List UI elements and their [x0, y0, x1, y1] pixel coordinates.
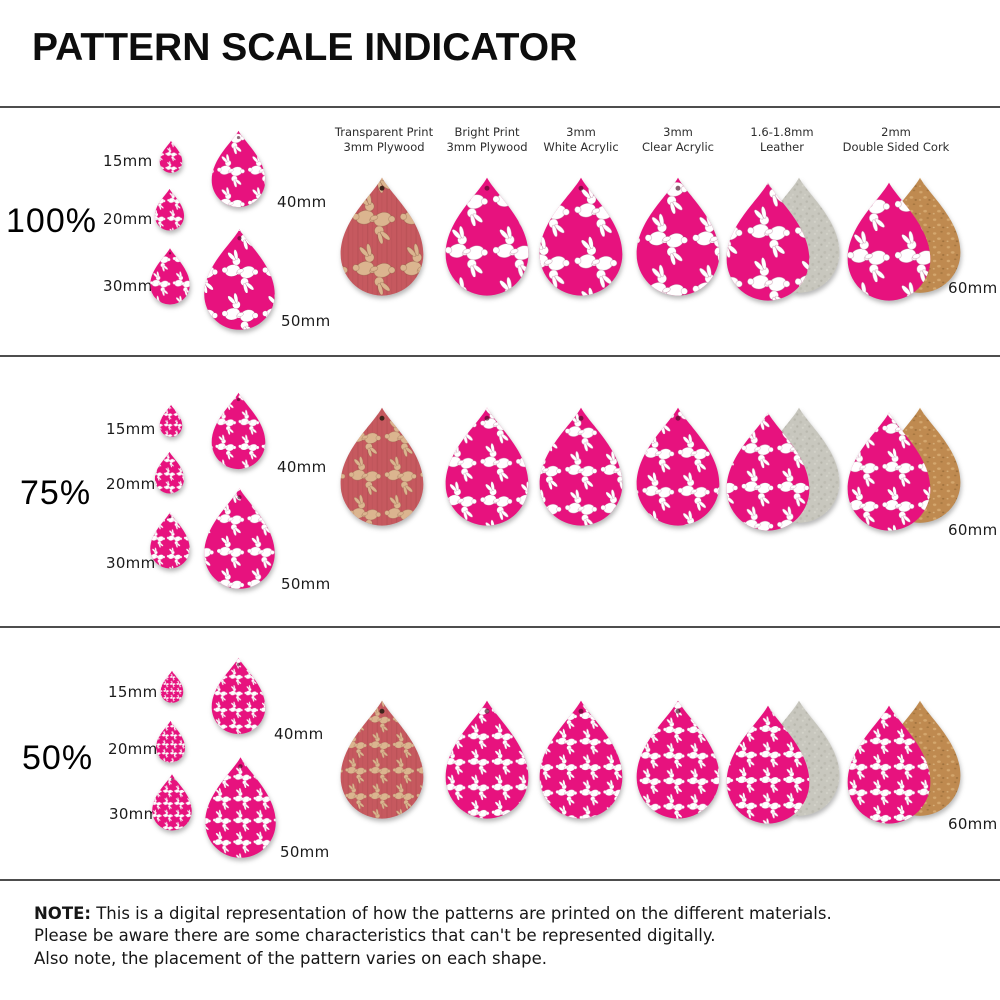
- material-drop-bright-plywood: [445, 177, 529, 296]
- teardrop-50mm: [205, 757, 276, 858]
- section-divider: [0, 106, 1000, 108]
- scale-label: 100%: [6, 202, 97, 240]
- material-header-transparent-plywood: Transparent Print 3mm Plywood: [334, 125, 434, 155]
- note-line-1: NOTE: This is a digital representation o…: [34, 904, 832, 923]
- material-drop-transparent-plywood: [340, 177, 424, 296]
- size-label-40mm: 40mm: [277, 193, 327, 211]
- material-drop-clear-acrylic: [636, 700, 720, 819]
- size-label-30mm: 30mm: [109, 805, 159, 823]
- size-label-15mm: 15mm: [103, 152, 153, 170]
- material-header-cork: 2mm Double Sided Cork: [842, 125, 950, 155]
- size-label-50mm: 50mm: [281, 575, 331, 593]
- size-label-60mm: 60mm: [948, 815, 998, 833]
- teardrop-40mm: [211, 392, 266, 470]
- size-label-20mm: 20mm: [108, 740, 158, 758]
- scale-row-100: 100% Transparent Print 3mm Plywood Bright…: [0, 107, 1000, 355]
- teardrop-20mm: [154, 188, 185, 231]
- footer-note: NOTE: This is a digital representation o…: [34, 903, 832, 970]
- material-drop-cork: [847, 700, 961, 824]
- material-drop-bright-plywood: [445, 700, 529, 819]
- material-header-bright-plywood: Bright Print 3mm Plywood: [446, 125, 528, 155]
- material-drop-white-acrylic: [539, 700, 623, 819]
- size-label-50mm: 50mm: [280, 843, 330, 861]
- size-label-50mm: 50mm: [281, 312, 331, 330]
- note-line-3: Also note, the placement of the pattern …: [34, 948, 548, 968]
- teardrop-40mm: [211, 657, 266, 735]
- size-label-30mm: 30mm: [106, 554, 156, 572]
- teardrop-20mm: [155, 720, 186, 763]
- section-divider: [0, 626, 1000, 628]
- note-label: NOTE:: [34, 904, 91, 923]
- material-header-clear-acrylic: 3mm Clear Acrylic: [642, 125, 714, 155]
- material-header-white-acrylic: 3mm White Acrylic: [543, 125, 619, 155]
- teardrop-15mm: [160, 670, 184, 703]
- teardrop-15mm: [159, 404, 183, 437]
- size-label-20mm: 20mm: [106, 475, 156, 493]
- material-drop-transparent-plywood: [340, 407, 424, 526]
- teardrop-50mm: [204, 229, 275, 330]
- teardrop-30mm: [150, 248, 190, 305]
- size-label-15mm: 15mm: [106, 420, 156, 438]
- size-label-40mm: 40mm: [274, 725, 324, 743]
- size-label-60mm: 60mm: [948, 279, 998, 297]
- scale-label: 75%: [20, 474, 92, 512]
- teardrop-50mm: [204, 488, 275, 589]
- material-drop-clear-acrylic: [636, 177, 720, 296]
- teardrop-30mm: [150, 512, 190, 569]
- material-drop-leather: [726, 407, 840, 531]
- material-header-leather: 1.6-1.8mm Leather: [750, 125, 814, 155]
- size-label-40mm: 40mm: [277, 458, 327, 476]
- material-drop-white-acrylic: [539, 407, 623, 526]
- note-line-2: Please be aware there are some character…: [34, 926, 716, 946]
- teardrop-15mm: [159, 140, 183, 173]
- material-drop-bright-plywood: [445, 407, 529, 526]
- material-drop-leather: [726, 700, 840, 824]
- material-drop-leather: [726, 177, 840, 301]
- material-drop-cork: [847, 177, 961, 301]
- material-drop-transparent-plywood: [340, 700, 424, 819]
- size-label-15mm: 15mm: [108, 683, 158, 701]
- scale-label: 50%: [22, 739, 94, 777]
- material-drop-cork: [847, 407, 961, 531]
- teardrop-30mm: [152, 774, 192, 831]
- page-title: PATTERN SCALE INDICATOR: [32, 26, 578, 69]
- size-label-30mm: 30mm: [103, 277, 153, 295]
- scale-row-50: 50% 15mm 20mm 30mm 40mm 50mm: [0, 627, 1000, 879]
- teardrop-20mm: [154, 451, 185, 494]
- teardrop-40mm: [211, 130, 266, 208]
- scale-row-75: 75% 15mm 20mm 30mm 40mm 50mm: [0, 356, 1000, 626]
- size-label-60mm: 60mm: [948, 521, 998, 539]
- size-label-20mm: 20mm: [103, 210, 153, 228]
- material-drop-white-acrylic: [539, 177, 623, 296]
- material-drop-clear-acrylic: [636, 407, 720, 526]
- section-divider: [0, 355, 1000, 357]
- section-divider: [0, 879, 1000, 881]
